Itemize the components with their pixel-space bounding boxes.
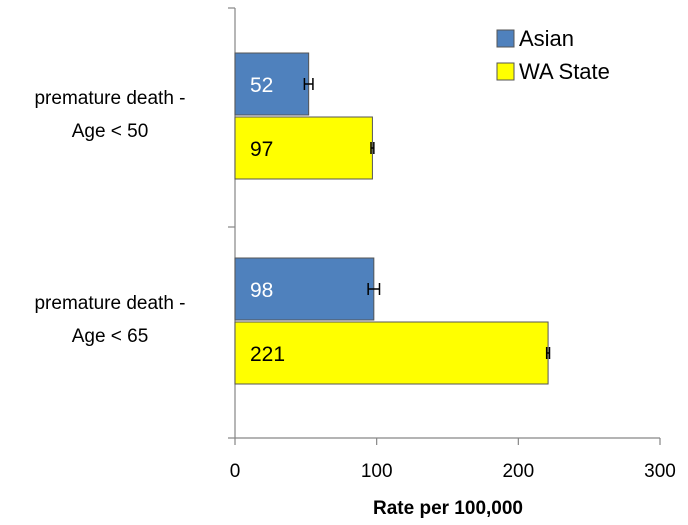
data-label: 98: [250, 279, 273, 302]
category-labels: premature death - Age < 50 premature death…: [34, 88, 185, 347]
x-tick-label: 300: [644, 461, 676, 482]
x-tick-label: 0: [230, 461, 241, 482]
data-label: 97: [250, 138, 273, 161]
x-tick-label: 100: [361, 461, 393, 482]
data-label: 52: [250, 74, 273, 97]
bars: [235, 53, 548, 384]
data-label: 221: [250, 343, 285, 366]
legend-swatch: [497, 30, 514, 47]
category-label: Age < 50: [72, 121, 149, 142]
legend-label: Asian: [519, 26, 574, 51]
category-label: premature death -: [34, 88, 185, 109]
legend-swatch: [497, 63, 514, 80]
x-tick-labels: 0 100 200 300: [230, 461, 676, 482]
category-label: Age < 65: [72, 326, 149, 347]
legend: Asian WA State: [497, 26, 610, 84]
x-tick-label: 200: [502, 461, 534, 482]
category-label: premature death -: [34, 293, 185, 314]
x-axis-title: Rate per 100,000: [373, 498, 523, 519]
legend-label: WA State: [519, 59, 610, 84]
